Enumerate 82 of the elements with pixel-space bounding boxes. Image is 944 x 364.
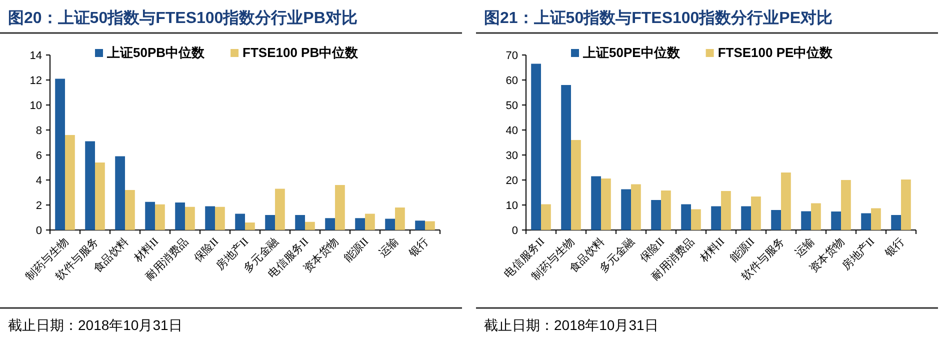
legend-label: 上证50PE中位数 bbox=[582, 45, 681, 60]
y-tick-label: 30 bbox=[506, 150, 518, 162]
bar bbox=[831, 212, 841, 230]
bar bbox=[711, 206, 721, 230]
bar bbox=[155, 204, 165, 230]
bar bbox=[185, 206, 195, 230]
text: 截止日期：2018年10月31日 bbox=[484, 317, 658, 333]
y-tick-label: 6 bbox=[36, 150, 42, 162]
bar bbox=[245, 222, 255, 230]
bar bbox=[771, 210, 781, 230]
bar bbox=[741, 206, 751, 230]
y-tick-label: 14 bbox=[30, 50, 42, 62]
x-tick-label: 运输 bbox=[376, 234, 402, 260]
chart-title: 图21：上证50指数与FTES100指数分行业PE对比 bbox=[484, 9, 833, 27]
bar bbox=[891, 215, 901, 230]
bar bbox=[691, 209, 701, 230]
bar bbox=[355, 218, 365, 230]
bar bbox=[265, 215, 275, 230]
bar bbox=[385, 218, 395, 230]
y-tick-label: 60 bbox=[506, 75, 518, 87]
text: 截止日期：2018年10月31日 bbox=[8, 317, 182, 333]
x-tick-label: 材料II bbox=[696, 234, 728, 266]
y-tick-label: 0 bbox=[36, 225, 42, 237]
bar bbox=[295, 215, 305, 230]
bar bbox=[861, 213, 871, 230]
legend-label: FTSE100 PE中位数 bbox=[718, 45, 834, 60]
y-tick-label: 20 bbox=[506, 175, 518, 187]
bar bbox=[95, 162, 105, 230]
legend-label: FTSE100 PB中位数 bbox=[242, 45, 360, 60]
bar bbox=[651, 200, 661, 230]
x-tick-label: 运输 bbox=[792, 234, 818, 260]
y-tick-label: 4 bbox=[36, 175, 42, 187]
bar bbox=[871, 208, 881, 230]
x-tick-label: 能源II bbox=[341, 234, 372, 265]
bar bbox=[125, 190, 135, 230]
bar bbox=[841, 180, 851, 230]
bar bbox=[365, 214, 375, 230]
bar bbox=[415, 220, 425, 230]
y-tick-label: 10 bbox=[506, 200, 518, 212]
bar bbox=[325, 218, 335, 230]
bar bbox=[175, 202, 185, 230]
bar bbox=[85, 141, 95, 230]
x-tick-label: 银行 bbox=[882, 236, 908, 260]
bar bbox=[145, 202, 155, 230]
bar bbox=[661, 190, 671, 230]
y-tick-label: 70 bbox=[506, 50, 518, 62]
bar bbox=[561, 85, 571, 230]
bar bbox=[205, 206, 215, 230]
bar bbox=[781, 172, 791, 230]
bar bbox=[681, 204, 691, 230]
bar bbox=[115, 156, 125, 230]
y-tick-label: 50 bbox=[506, 100, 518, 112]
bar bbox=[395, 208, 405, 230]
y-tick-label: 12 bbox=[30, 75, 42, 87]
y-tick-label: 0 bbox=[512, 225, 518, 237]
bar bbox=[215, 206, 225, 230]
bar bbox=[275, 188, 285, 230]
bar bbox=[901, 180, 911, 230]
bar bbox=[571, 140, 581, 230]
bar bbox=[55, 78, 65, 230]
bar bbox=[65, 135, 75, 230]
y-tick-label: 8 bbox=[36, 125, 42, 137]
bar bbox=[335, 185, 345, 230]
bar bbox=[591, 176, 601, 230]
bar bbox=[305, 222, 315, 230]
bar bbox=[541, 204, 551, 230]
bar bbox=[721, 191, 731, 230]
bar bbox=[531, 64, 541, 230]
x-tick-label: 银行 bbox=[406, 236, 432, 260]
bar bbox=[811, 203, 821, 230]
bar bbox=[621, 189, 631, 230]
y-tick-label: 10 bbox=[30, 100, 42, 112]
bar bbox=[801, 211, 811, 230]
bar bbox=[425, 221, 435, 230]
y-tick-label: 40 bbox=[506, 125, 518, 137]
y-tick-label: 2 bbox=[36, 200, 42, 212]
legend-label: 上证50PB中位数 bbox=[106, 45, 206, 60]
bar bbox=[631, 184, 641, 230]
bar bbox=[601, 178, 611, 230]
bar bbox=[751, 196, 761, 230]
chart-title: 图20：上证50指数与FTES100指数分行业PB对比 bbox=[8, 9, 358, 27]
bar bbox=[235, 214, 245, 230]
